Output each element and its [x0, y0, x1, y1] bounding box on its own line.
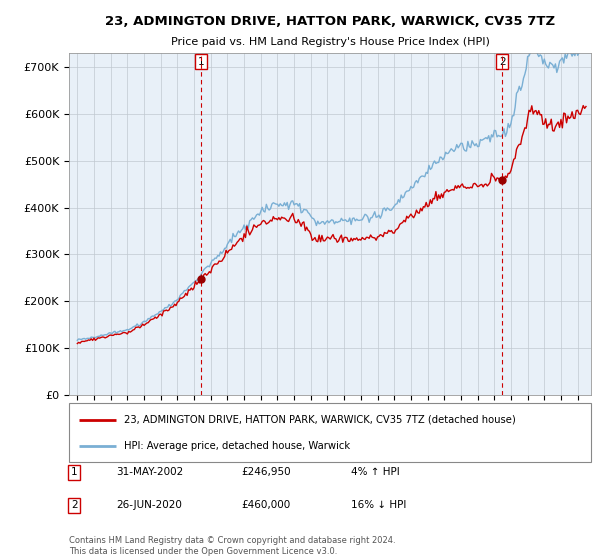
Text: 1: 1 [71, 468, 77, 478]
Text: 2: 2 [499, 57, 506, 67]
Text: 23, ADMINGTON DRIVE, HATTON PARK, WARWICK, CV35 7TZ: 23, ADMINGTON DRIVE, HATTON PARK, WARWIC… [105, 15, 555, 27]
Text: £246,950: £246,950 [241, 468, 291, 478]
Text: Contains HM Land Registry data © Crown copyright and database right 2024.
This d: Contains HM Land Registry data © Crown c… [69, 536, 395, 556]
Text: HPI: Average price, detached house, Warwick: HPI: Average price, detached house, Warw… [124, 441, 350, 451]
Text: Price paid vs. HM Land Registry's House Price Index (HPI): Price paid vs. HM Land Registry's House … [170, 37, 490, 47]
Text: 23, ADMINGTON DRIVE, HATTON PARK, WARWICK, CV35 7TZ (detached house): 23, ADMINGTON DRIVE, HATTON PARK, WARWIC… [124, 414, 515, 424]
Text: £460,000: £460,000 [241, 501, 290, 510]
Text: 4% ↑ HPI: 4% ↑ HPI [351, 468, 400, 478]
Text: 2: 2 [71, 501, 77, 510]
Text: 16% ↓ HPI: 16% ↓ HPI [351, 501, 406, 510]
Text: 26-JUN-2020: 26-JUN-2020 [116, 501, 182, 510]
Text: 31-MAY-2002: 31-MAY-2002 [116, 468, 183, 478]
FancyBboxPatch shape [69, 403, 591, 462]
Text: 1: 1 [198, 57, 205, 67]
